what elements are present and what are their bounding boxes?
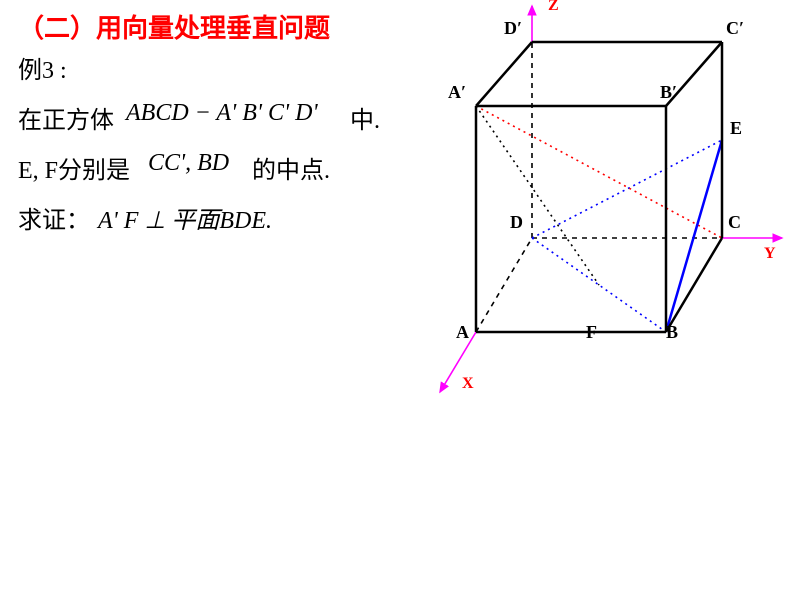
body-line-7: 求证：	[18, 200, 90, 235]
svg-text:C: C	[728, 212, 741, 232]
body-line-5: CC', BD	[148, 150, 229, 177]
svg-text:D′: D′	[504, 18, 522, 38]
svg-text:Y: Y	[764, 245, 776, 262]
svg-text:A: A	[456, 322, 469, 342]
svg-text:A′: A′	[448, 82, 466, 102]
svg-text:Z: Z	[548, 0, 559, 14]
body-line-8: A' F ⊥ 平面BDE.	[98, 200, 272, 235]
svg-text:C′: C′	[726, 18, 744, 38]
body-line-3: 中.	[350, 100, 380, 135]
body-line-6: 的中点.	[252, 150, 330, 185]
cube-diagram: Z Y X A B C D A′ B′ C′ D′ E F	[0, 0, 800, 600]
svg-text:X: X	[462, 375, 474, 392]
body-line-1: 在正方体	[18, 100, 114, 135]
svg-text:B: B	[666, 322, 678, 342]
svg-text:D: D	[510, 212, 523, 232]
svg-text:B′: B′	[660, 82, 677, 102]
body-line-0: 例3 :	[18, 50, 67, 85]
body-line-4: E, F分别是	[18, 150, 130, 185]
svg-text:F: F	[586, 322, 597, 342]
section-title: （二）用向量处理垂直问题	[18, 8, 330, 45]
body-line-2: ABCD − A' B' C' D'	[126, 100, 318, 127]
svg-text:E: E	[730, 118, 742, 138]
